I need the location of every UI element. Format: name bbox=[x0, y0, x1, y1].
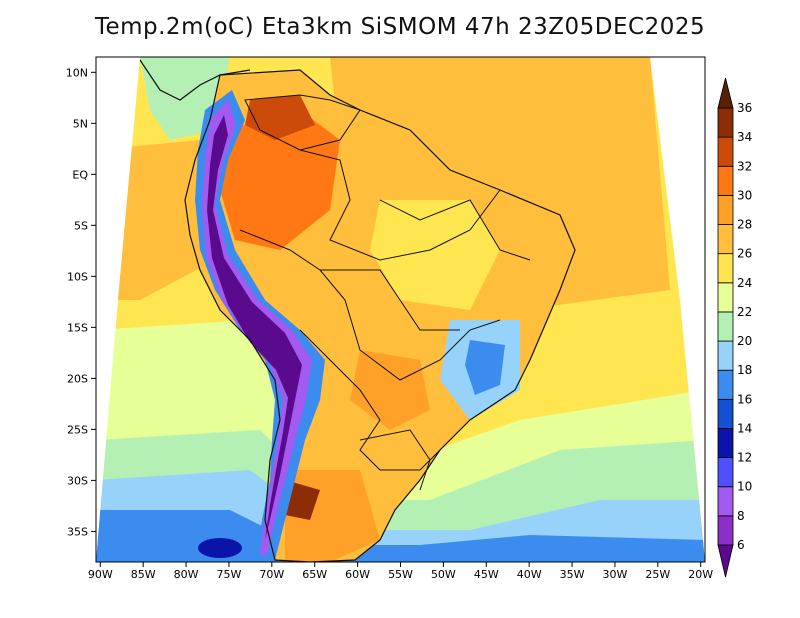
colorbar-box bbox=[717, 486, 734, 517]
colorbar-label: 22 bbox=[737, 305, 752, 319]
border-line bbox=[299, 329, 441, 471]
x-tick-label: 80W bbox=[174, 568, 199, 581]
colorbar-label: 24 bbox=[737, 276, 752, 290]
colorbar-label: 10 bbox=[737, 480, 752, 494]
y-tick-label: 20S bbox=[67, 372, 88, 385]
map-field bbox=[95, 56, 706, 563]
colorbar-max-arrow bbox=[717, 77, 734, 109]
coastline-central-america bbox=[139, 59, 251, 101]
colorbar-label: 8 bbox=[737, 509, 745, 523]
x-tick-label: 25W bbox=[645, 568, 670, 581]
colorbar-label: 20 bbox=[737, 334, 752, 348]
y-tick-label: 25S bbox=[67, 423, 88, 436]
border-line bbox=[379, 199, 531, 261]
coastline bbox=[184, 69, 576, 562]
y-tick-label: 10N bbox=[66, 66, 88, 79]
x-tick-label: 75W bbox=[217, 568, 242, 581]
colorbar-box bbox=[717, 428, 734, 459]
field-chaco-hot bbox=[350, 350, 430, 430]
field-central-brazil bbox=[370, 200, 500, 310]
y-tick-label: 30S bbox=[67, 474, 88, 487]
border-line bbox=[239, 229, 501, 381]
x-tick-label: 40W bbox=[517, 568, 542, 581]
colorbar-box bbox=[717, 282, 734, 313]
field-se-highlands-core bbox=[465, 340, 505, 395]
y-tick-label: 15S bbox=[67, 321, 88, 334]
chart-title: Temp.2m(oC) Eta3km SiSMOM 47h 23Z05DEC20… bbox=[94, 14, 706, 40]
x-tick-label: 90W bbox=[88, 568, 113, 581]
y-tick-label: 5S bbox=[74, 219, 88, 232]
field-amazon-hot bbox=[220, 110, 340, 250]
field-andes-core bbox=[207, 115, 302, 540]
border-line bbox=[299, 149, 501, 261]
colorbar-label: 18 bbox=[737, 363, 752, 377]
x-tick-label: 45W bbox=[474, 568, 499, 581]
colorbar-label: 32 bbox=[737, 159, 752, 173]
y-tick-label: EQ bbox=[72, 168, 88, 181]
colorbar-label: 28 bbox=[737, 218, 752, 232]
colorbar-box bbox=[717, 165, 734, 196]
field-south-18 bbox=[96, 510, 705, 562]
field-atlantic-warm bbox=[330, 57, 670, 310]
colorbar-box bbox=[717, 457, 734, 488]
colorbar-box bbox=[717, 253, 734, 284]
colorbar-box bbox=[717, 311, 734, 342]
colorbar-label: 16 bbox=[737, 392, 752, 406]
field-cuyo-hot bbox=[285, 480, 320, 520]
border-line bbox=[359, 429, 431, 491]
colorbar-box bbox=[717, 515, 734, 546]
colorbar-label: 30 bbox=[737, 188, 752, 202]
colorbar-box bbox=[717, 194, 734, 225]
field-venezuela-hot bbox=[245, 95, 315, 140]
x-tick-label: 55W bbox=[388, 568, 413, 581]
colorbar-label: 34 bbox=[737, 130, 752, 144]
colorbar-label: 26 bbox=[737, 247, 752, 261]
colorbar-min-arrow bbox=[717, 544, 734, 578]
colorbar-box bbox=[717, 107, 734, 138]
colorbar-box bbox=[717, 136, 734, 167]
x-tick-label: 30W bbox=[602, 568, 627, 581]
border-line bbox=[320, 269, 460, 331]
colorbar-label: 14 bbox=[737, 421, 752, 435]
y-tick-label: 35S bbox=[67, 525, 88, 538]
x-tick-label: 20W bbox=[688, 568, 713, 581]
colorbar-label: 6 bbox=[737, 538, 745, 552]
colorbar-box bbox=[717, 369, 734, 400]
x-tick-label: 65W bbox=[302, 568, 327, 581]
colorbar-label: 36 bbox=[737, 101, 752, 115]
x-tick-label: 70W bbox=[259, 568, 284, 581]
y-tick-label: 5N bbox=[73, 117, 88, 130]
x-tick-label: 35W bbox=[560, 568, 585, 581]
colorbar-box bbox=[717, 340, 734, 371]
colorbar: 6 8 10 12 14 16 18 20 22 24 26 28 30 32 34 36 bbox=[717, 77, 752, 578]
colorbar-box bbox=[717, 224, 734, 255]
map-axes: 90W 85W 80W 75W 70W 65W 60W 55W 50W 45W 40W 35W 30W 2… bbox=[66, 66, 714, 581]
x-tick-label: 60W bbox=[345, 568, 370, 581]
border-line bbox=[244, 94, 361, 151]
x-tick-label: 50W bbox=[431, 568, 456, 581]
colorbar-box bbox=[717, 398, 734, 429]
y-tick-label: 10S bbox=[67, 270, 88, 283]
colorbar-label: 12 bbox=[737, 451, 752, 465]
x-tick-label: 85W bbox=[131, 568, 156, 581]
field-cold-blob bbox=[198, 538, 242, 558]
